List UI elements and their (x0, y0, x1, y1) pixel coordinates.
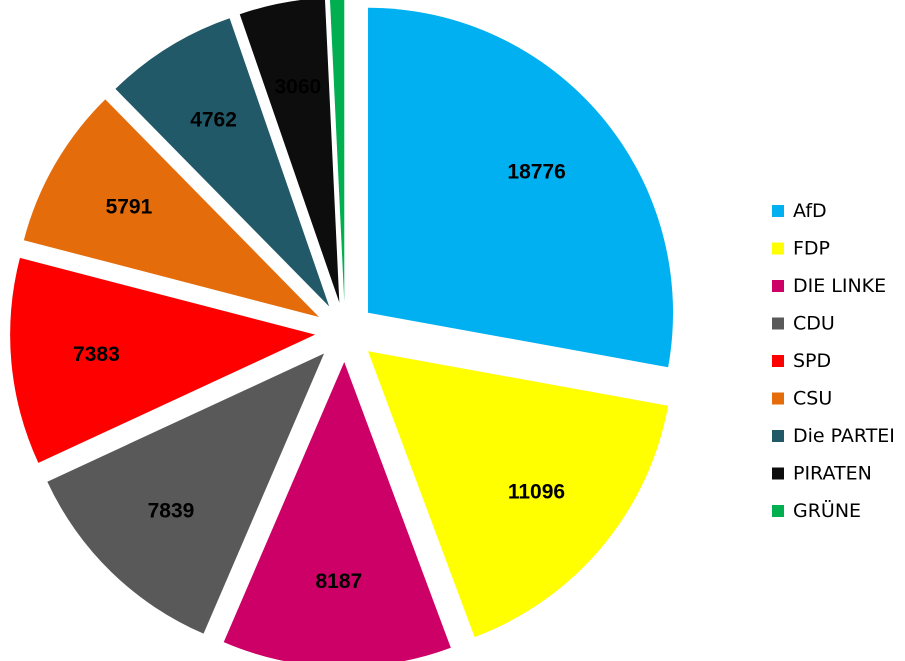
legend-label-fdp: FDP (793, 238, 830, 260)
data-label-csu: 5791 (106, 196, 153, 219)
pie-slice-cdu (47, 353, 325, 634)
legend-label-die-partei: Die PARTEI (793, 425, 895, 447)
pie-slice-csu (23, 99, 320, 317)
data-label-spd: 7383 (73, 343, 120, 366)
legend-swatch-die-partei (772, 430, 784, 442)
pie-slice-die-linke (223, 361, 451, 661)
legend-label-afd: AfD (793, 200, 827, 222)
legend-swatch-cdu (772, 317, 784, 330)
legend-label-piraten: PIRATEN (793, 463, 872, 485)
legend-label-csu: CSU (793, 388, 832, 410)
data-label-fdp: 11096 (508, 481, 565, 504)
legend-swatch-die-linke (772, 280, 784, 292)
slice-labels: 1877611096818778397383579147623060508 (73, 75, 566, 593)
pie-slice-afd (368, 7, 674, 368)
legend-label-cdu: CDU (793, 313, 835, 335)
pie-slice-grune (329, 0, 345, 303)
legend-label-die-linke: DIE LINKE (793, 275, 886, 297)
legend-label-grune: GRÜNE (793, 499, 861, 522)
pie-slice-fdp (368, 351, 669, 638)
legend-label-spd: SPD (793, 350, 831, 372)
pie-slice-spd (10, 257, 316, 463)
pie-slice-die-partei (115, 18, 330, 307)
legend-swatch-afd (772, 205, 784, 217)
pie-slices (10, 0, 674, 661)
legend-swatch-spd (772, 355, 784, 367)
data-label-piraten: 3060 (275, 75, 322, 98)
legend-swatch-grune (772, 505, 784, 517)
data-label-afd: 18776 (507, 161, 565, 184)
data-label-die-linke: 8187 (315, 570, 362, 593)
data-label-cdu: 7839 (148, 499, 195, 522)
legend-swatch-csu (772, 392, 784, 405)
pie-slice-piraten (239, 0, 340, 303)
legend-swatch-fdp (772, 242, 784, 255)
legend-swatch-piraten (772, 467, 784, 480)
legend: AfD FDP DIE LINKE CDU SPD CSU Die PARTEI PIRATE… (772, 200, 895, 522)
data-label-die-partei: 4762 (190, 108, 237, 131)
